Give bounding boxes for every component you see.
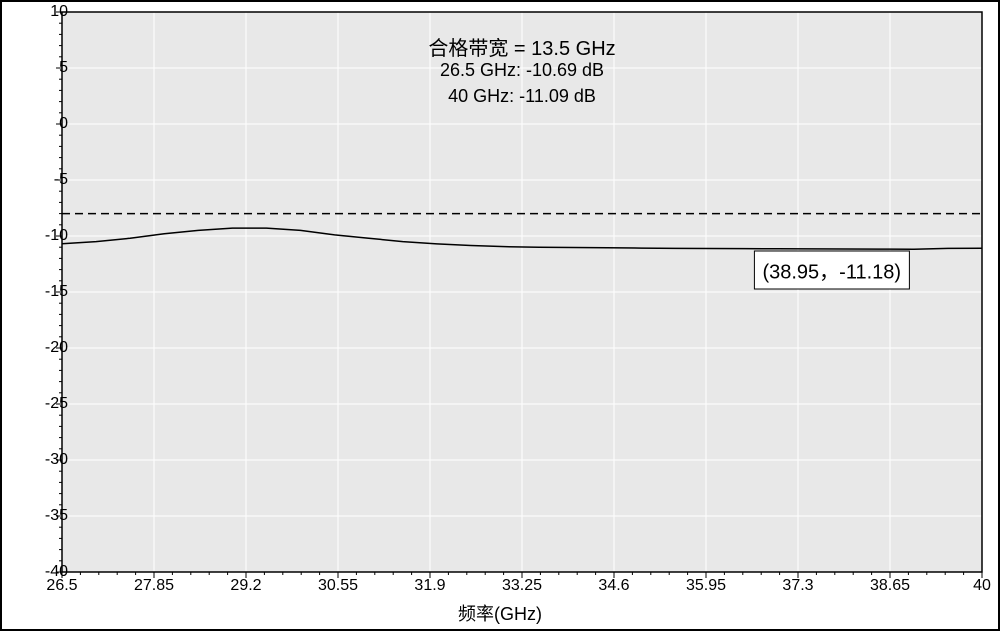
annotation-text: (38.95，-11.18) — [762, 261, 901, 283]
x-tick-label: 38.65 — [870, 577, 910, 595]
x-tick-label: 34.6 — [598, 577, 629, 595]
y-tick-label: -15 — [28, 283, 68, 301]
x-tick-label: 33.25 — [502, 577, 542, 595]
y-tick-label: 0 — [28, 115, 68, 133]
x-tick-label: 40 — [973, 577, 991, 595]
y-tick-label: -5 — [28, 171, 68, 189]
y-tick-label: 10 — [28, 3, 68, 21]
x-tick-label: 26.5 — [46, 577, 77, 595]
chart-info-text: 合格带宽 = 13.5 GHz — [428, 32, 615, 61]
outer-frame: -40-35-30-25-20-15-10-50510 26.527.8529.… — [0, 0, 1000, 631]
x-tick-label: 35.95 — [686, 577, 726, 595]
annotation-label: (38.95，-11.18) — [753, 250, 910, 289]
x-tick-label: 37.3 — [782, 577, 813, 595]
y-tick-label: 5 — [28, 59, 68, 77]
y-tick-label: -10 — [28, 227, 68, 245]
chart-info-text: 26.5 GHz: -10.69 dB — [440, 60, 604, 81]
y-tick-label: -25 — [28, 395, 68, 413]
y-tick-label: -35 — [28, 507, 68, 525]
x-tick-label: 31.9 — [414, 577, 445, 595]
chart-info-text: 40 GHz: -11.09 dB — [448, 86, 596, 107]
x-tick-label: 27.85 — [134, 577, 174, 595]
x-tick-label: 29.2 — [230, 577, 261, 595]
x-axis-title: 频率(GHz) — [458, 600, 542, 626]
y-tick-label: -20 — [28, 339, 68, 357]
x-tick-label: 30.55 — [318, 577, 358, 595]
y-tick-label: -30 — [28, 451, 68, 469]
